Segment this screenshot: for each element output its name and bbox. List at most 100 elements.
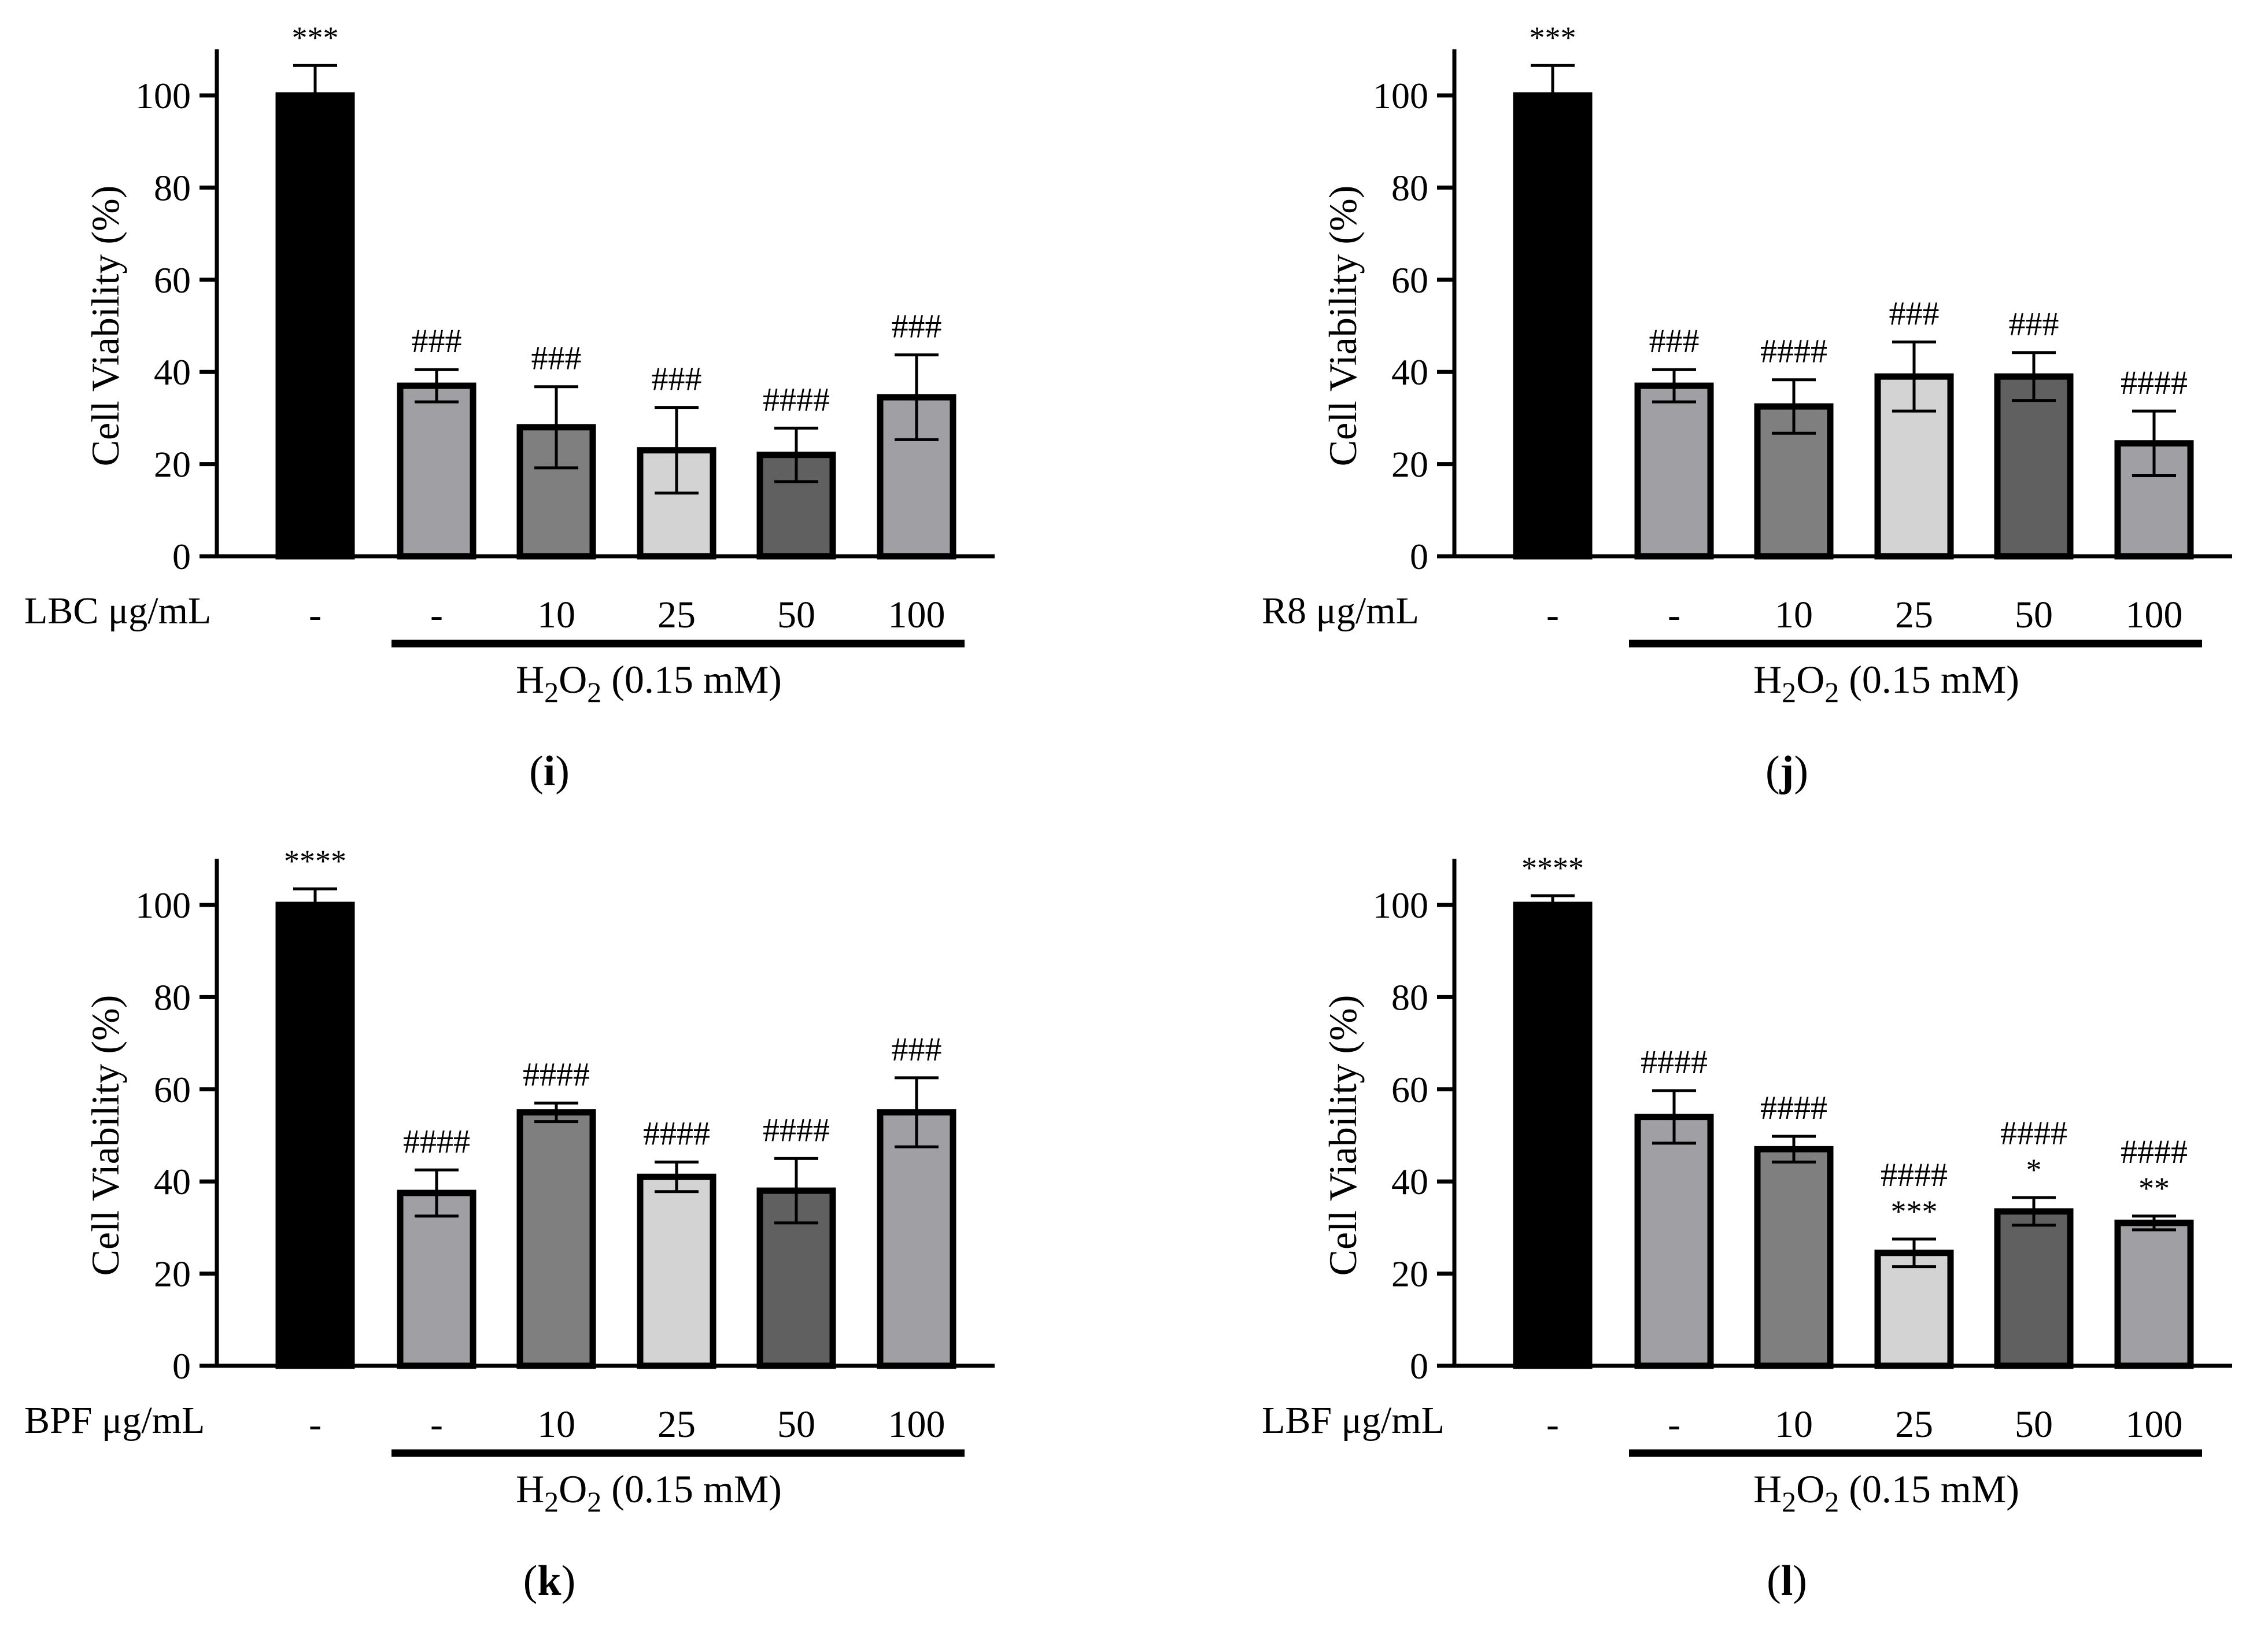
panel-label: (k) xyxy=(523,1557,575,1605)
significance-hash: #### xyxy=(763,380,830,418)
x-category-label: - xyxy=(309,1403,322,1446)
y-tick-label: 80 xyxy=(1391,977,1428,1018)
significance-hash: ### xyxy=(531,339,582,377)
bar xyxy=(1634,382,1714,560)
panel-label: (j) xyxy=(1765,748,1808,795)
significance-hash: ### xyxy=(652,360,702,398)
significance-stars: *** xyxy=(292,20,339,55)
bar xyxy=(1754,1145,1834,1369)
y-tick-label: 0 xyxy=(1410,1346,1428,1387)
bar xyxy=(877,394,956,560)
y-tick-label: 20 xyxy=(154,444,191,485)
bar xyxy=(275,92,355,560)
h2o2-group-label: H2O2 (0.15 mM) xyxy=(516,657,782,708)
significance-stars: *** xyxy=(1891,1194,1938,1229)
significance-stars: * xyxy=(2026,1152,2042,1187)
bar xyxy=(1874,1250,1954,1369)
x-category-label: - xyxy=(1546,1403,1559,1446)
significance-hash: ### xyxy=(412,322,462,360)
bar xyxy=(2114,1220,2194,1369)
significance-hash: ### xyxy=(1649,322,1700,360)
x-category-label: 25 xyxy=(1895,594,1933,636)
panel-label: (l) xyxy=(1767,1557,1807,1605)
bar xyxy=(1994,373,2074,560)
y-axis-label: Cell Viability (%) xyxy=(83,186,127,467)
significance-hash: ### xyxy=(892,1030,942,1068)
panel-label: (i) xyxy=(529,748,570,795)
treatment-label: BPF μg/mL xyxy=(24,1399,205,1442)
x-category-label: - xyxy=(1668,594,1680,636)
significance-hash: #### xyxy=(1641,1043,1708,1081)
y-tick-label: 60 xyxy=(1391,260,1428,301)
y-axis-label: Cell Viability (%) xyxy=(1321,186,1365,467)
y-tick-label: 40 xyxy=(154,352,191,393)
y-tick-label: 20 xyxy=(1391,1254,1428,1295)
x-category-label: 25 xyxy=(658,1403,696,1446)
bar xyxy=(877,1109,956,1369)
significance-hash: #### xyxy=(2000,1114,2067,1152)
x-category-label: 10 xyxy=(1775,1403,1813,1446)
y-axis-label: Cell Viability (%) xyxy=(1321,995,1365,1276)
x-category-label: - xyxy=(309,594,322,636)
significance-hash: #### xyxy=(763,1111,830,1148)
x-category-label: 10 xyxy=(1775,594,1813,636)
y-tick-label: 60 xyxy=(1391,1069,1428,1110)
bar xyxy=(1513,901,1593,1369)
y-tick-label: 60 xyxy=(154,1069,191,1110)
significance-stars: ** xyxy=(2138,1171,2170,1206)
significance-hash: #### xyxy=(2121,1133,2188,1170)
y-tick-label: 40 xyxy=(1391,352,1428,393)
bar xyxy=(397,1189,476,1369)
significance-hash: ### xyxy=(892,308,942,345)
significance-hash: #### xyxy=(523,1056,590,1093)
y-tick-label: 0 xyxy=(172,536,191,577)
h2o2-group-label: H2O2 (0.15 mM) xyxy=(1753,1467,2019,1518)
x-category-label: 10 xyxy=(537,594,575,636)
y-tick-label: 0 xyxy=(172,1346,191,1387)
significance-hash: ### xyxy=(2009,305,2059,343)
x-category-label: 50 xyxy=(2015,594,2053,636)
y-tick-label: 40 xyxy=(154,1161,191,1202)
y-tick-label: 100 xyxy=(135,885,191,926)
y-tick-label: 100 xyxy=(1373,885,1428,926)
y-tick-label: 20 xyxy=(1391,444,1428,485)
significance-stars: **** xyxy=(284,844,346,878)
significance-hash: #### xyxy=(1760,332,1827,370)
x-category-label: 10 xyxy=(537,1403,575,1446)
bar xyxy=(1513,92,1593,560)
x-category-label: 25 xyxy=(1895,1403,1933,1446)
x-category-label: 50 xyxy=(777,1403,815,1446)
y-tick-label: 20 xyxy=(154,1254,191,1295)
significance-hash: #### xyxy=(403,1122,470,1160)
x-category-label: 100 xyxy=(2126,1403,2183,1446)
y-tick-label: 100 xyxy=(1373,75,1428,116)
y-tick-label: 0 xyxy=(1410,536,1428,577)
x-category-label: 50 xyxy=(2015,1403,2053,1446)
x-category-label: 25 xyxy=(658,594,696,636)
significance-hash: #### xyxy=(643,1115,710,1152)
treatment-label: R8 μg/mL xyxy=(1262,590,1419,632)
h2o2-group-label: H2O2 (0.15 mM) xyxy=(516,1467,782,1518)
bar xyxy=(1634,1114,1714,1369)
x-category-label: 100 xyxy=(2126,594,2183,636)
treatment-label: LBC μg/mL xyxy=(24,590,211,632)
treatment-label: LBF μg/mL xyxy=(1262,1399,1445,1442)
y-tick-label: 80 xyxy=(154,977,191,1018)
y-tick-label: 40 xyxy=(1391,1161,1428,1202)
panel-k: 0 20 40 60 80 100 Cell Viability (%) **** - #### -… xyxy=(24,844,995,1605)
x-category-label: - xyxy=(430,1403,443,1446)
bar xyxy=(275,901,355,1369)
significance-hash: #### xyxy=(1760,1089,1827,1126)
bar xyxy=(637,1173,716,1369)
x-category-label: 100 xyxy=(888,594,945,636)
y-tick-label: 60 xyxy=(154,260,191,301)
h2o2-group-label: H2O2 (0.15 mM) xyxy=(1753,657,2019,708)
bar xyxy=(516,1109,596,1369)
significance-stars: *** xyxy=(1530,20,1576,55)
panel-j: 0 20 40 60 80 100 Cell Viability (%) *** - ### - ##… xyxy=(1262,20,2232,795)
x-category-label: 100 xyxy=(888,1403,945,1446)
x-category-label: - xyxy=(430,594,443,636)
x-category-label: 50 xyxy=(777,594,815,636)
